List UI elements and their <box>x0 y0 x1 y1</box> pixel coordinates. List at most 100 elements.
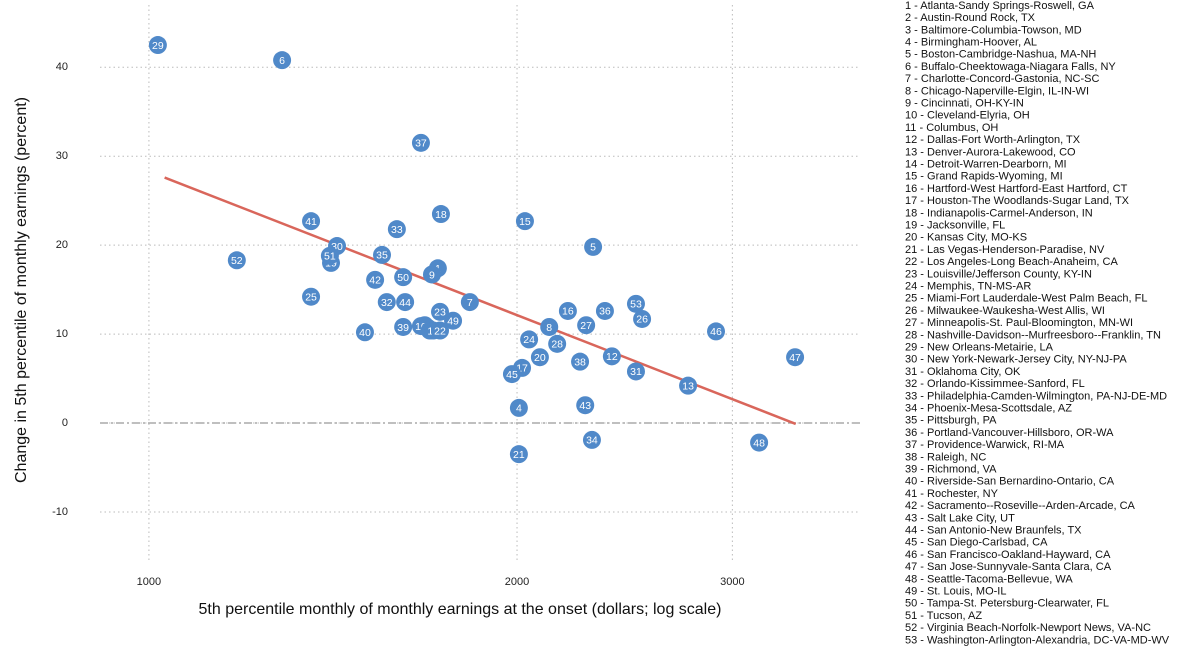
y-tick-label: 10 <box>56 328 68 340</box>
legend-entry: 18 - Indianapolis-Carmel-Anderson, IN <box>905 207 1093 219</box>
point <box>509 398 528 417</box>
legend-entry: 22 - Los Angeles-Long Beach-Anaheim, CA <box>905 256 1118 268</box>
legend-entry: 19 - Jacksonville, FL <box>905 220 1005 232</box>
point <box>387 220 406 239</box>
point <box>707 322 726 341</box>
point-label: 35 <box>376 250 388 262</box>
point <box>530 348 549 367</box>
point-label: 43 <box>579 400 591 412</box>
point-label: 7 <box>467 297 473 309</box>
point-label: 47 <box>789 352 801 364</box>
point-label: 29 <box>152 40 164 52</box>
point-label: 10 <box>415 321 427 333</box>
point-label: 42 <box>369 275 381 287</box>
point <box>571 352 590 371</box>
legend-entry: 50 - Tampa-St. Petersburg-Clearwater, FL <box>905 598 1109 610</box>
legend-entry: 36 - Portland-Vancouver-Hillsboro, OR-WA <box>905 427 1114 439</box>
legend-entry: 11 - Columbus, OH <box>905 122 998 134</box>
legend-entry: 13 - Denver-Aurora-Lakewood, CO <box>905 146 1076 158</box>
point <box>626 294 645 313</box>
legend-entry: 2 - Austin-Round Rock, TX <box>905 12 1036 24</box>
legend-entry: 37 - Providence-Warwick, RI-MA <box>905 439 1065 451</box>
point <box>595 301 614 320</box>
point <box>502 365 521 384</box>
legend-entry: 49 - St. Louis, MO-IL <box>905 586 1006 598</box>
point <box>394 317 413 336</box>
point-label: 15 <box>519 216 531 228</box>
point <box>679 376 698 395</box>
legend-entry: 20 - Kansas City, MO-KS <box>905 232 1027 244</box>
y-tick-label: -10 <box>52 506 68 518</box>
point-label: 18 <box>435 209 447 221</box>
y-axis-label: Change in 5th percentile of monthly earn… <box>13 97 30 483</box>
point <box>377 293 396 312</box>
point <box>548 334 567 353</box>
legend-entry: 23 - Louisville/Jefferson County, KY-IN <box>905 268 1092 280</box>
point-label: 27 <box>580 320 592 332</box>
legend-entry: 5 - Boston-Cambridge-Nashua, MA-NH <box>905 49 1096 61</box>
point-label: 41 <box>305 216 317 228</box>
point <box>509 445 528 464</box>
point <box>320 246 339 265</box>
point-label: 49 <box>447 316 459 328</box>
legend-entry: 33 - Philadelphia-Camden-Wilmington, PA-… <box>905 390 1167 402</box>
legend-entry: 35 - Pittsburgh, PA <box>905 415 997 427</box>
point-label: 28 <box>551 339 563 351</box>
legend-entry: 3 - Baltimore-Columbia-Towson, MD <box>905 24 1082 36</box>
point <box>302 287 321 306</box>
point-label: 21 <box>513 449 525 461</box>
point <box>558 301 577 320</box>
point-label: 39 <box>397 322 409 334</box>
legend-entry: 28 - Nashville-Davidson--Murfreesboro--F… <box>905 329 1161 341</box>
point <box>373 245 392 264</box>
point-label: 31 <box>630 366 642 378</box>
point-label: 13 <box>682 380 694 392</box>
legend-entry: 38 - Raleigh, NC <box>905 451 986 463</box>
point-label: 12 <box>606 351 618 363</box>
point-label: 40 <box>359 327 371 339</box>
y-tick-label: 30 <box>56 150 68 162</box>
point-label: 33 <box>391 224 403 236</box>
legend-entry: 7 - Charlotte-Concord-Gastonia, NC-SC <box>905 73 1099 85</box>
legend-entry: 42 - Sacramento--Roseville--Arden-Arcade… <box>905 500 1136 512</box>
point <box>584 237 603 256</box>
point-label: 25 <box>305 292 317 304</box>
point-label: 17 <box>516 363 528 375</box>
point-label: 24 <box>523 334 535 346</box>
point-label: 53 <box>630 299 642 311</box>
point-label: 32 <box>381 297 393 309</box>
point-label: 5 <box>590 242 596 254</box>
point <box>431 321 450 340</box>
point-label: 45 <box>506 369 518 381</box>
point <box>355 323 374 342</box>
point <box>626 362 645 381</box>
point <box>786 348 805 367</box>
legend-entry: 1 - Atlanta-Sandy Springs-Roswell, GA <box>905 0 1095 12</box>
y-tick-label: 40 <box>56 61 68 73</box>
fit-line <box>164 176 797 426</box>
point <box>431 302 450 321</box>
point-label: 16 <box>562 306 574 318</box>
point-label: 46 <box>710 326 722 338</box>
point-label: 23 <box>434 307 446 319</box>
point <box>540 317 559 336</box>
point-label: 30 <box>331 241 343 253</box>
point <box>750 433 769 452</box>
legend-entry: 53 - Washington-Arlington-Alexandria, DC… <box>905 634 1170 646</box>
point-label: 48 <box>753 437 765 449</box>
point-label: 6 <box>279 55 285 67</box>
point <box>422 265 441 284</box>
point <box>227 251 246 270</box>
legend-entry: 43 - Salt Lake City, UT <box>905 512 1015 524</box>
point <box>302 212 321 231</box>
legend-entry: 40 - Riverside-San Bernardino-Ontario, C… <box>905 476 1115 488</box>
legend-entry: 9 - Cincinnati, OH-KY-IN <box>905 98 1024 110</box>
point <box>148 36 167 55</box>
legend-entry: 31 - Oklahoma City, OK <box>905 366 1021 378</box>
legend-entry: 21 - Las Vegas-Henderson-Paradise, NV <box>905 244 1105 256</box>
point <box>520 330 539 349</box>
legend-entry: 52 - Virginia Beach-Norfolk-Newport News… <box>905 622 1151 634</box>
legend-entry: 30 - New York-Newark-Jersey City, NY-NJ-… <box>905 354 1127 366</box>
